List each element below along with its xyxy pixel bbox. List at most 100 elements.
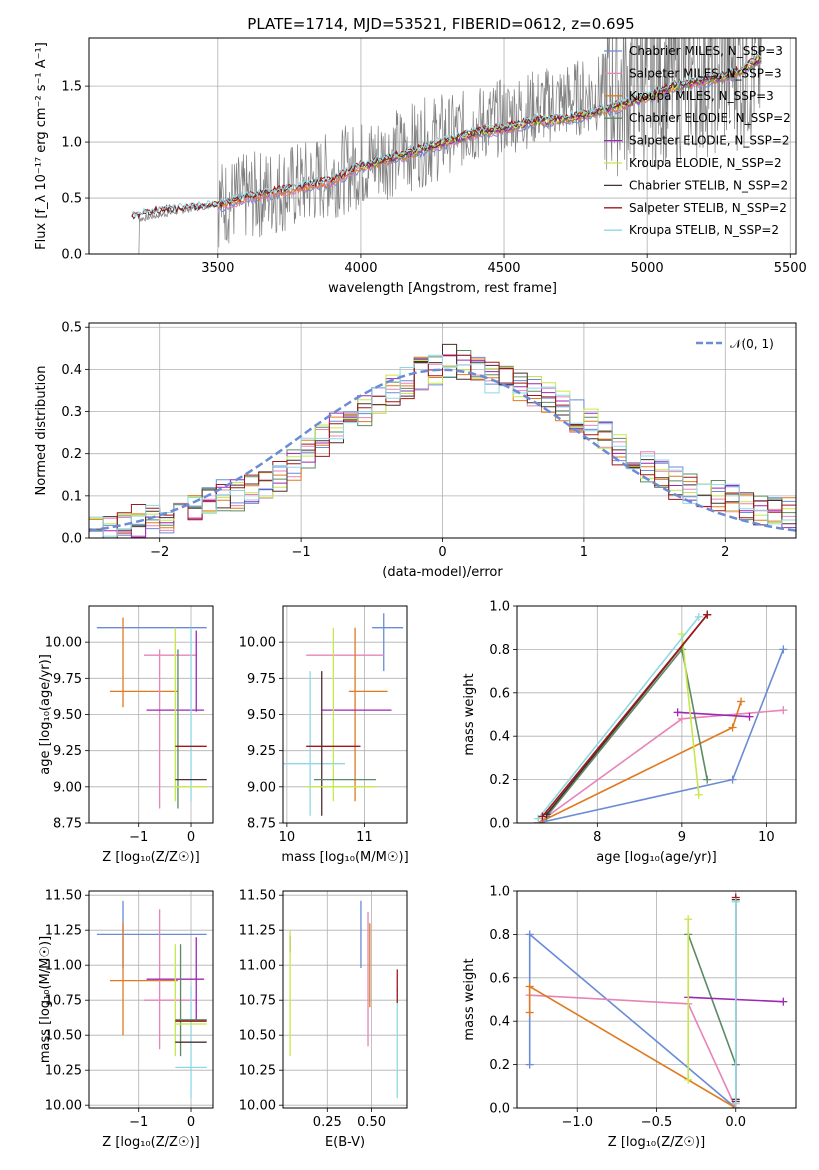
residuals-ytick-label: 0.1: [61, 489, 82, 504]
residuals-xtick-label: −1: [292, 545, 311, 560]
mass_vs_Z-ytick-label: 10.50: [45, 1029, 82, 1044]
mw_vs_age-xtick-label: 10: [758, 830, 775, 845]
mw_vs_age-ytick-label: 0.6: [489, 686, 510, 701]
spectrum-xlabel: wavelength [Angstrom, rest frame]: [328, 281, 557, 296]
mw_vs_age-xtick-label: 8: [593, 830, 601, 845]
normal-legend-label: 𝒩(0, 1): [730, 337, 774, 351]
mw_vs_Z-ylabel: mass weight: [462, 958, 477, 1040]
age_vs_mass-ytick-label: 9.50: [247, 708, 276, 723]
mw_vs_age-ytick-label: 0.4: [489, 730, 510, 745]
spectrum-xtick-label: 4500: [487, 261, 520, 276]
spectrum-model-line: [131, 53, 761, 220]
mw_vs_Z-xtick-label: −1.0: [561, 1115, 593, 1130]
legend-entry: Chabrier ELODIE, N_SSP=2: [629, 111, 791, 125]
residuals-frame: [88, 322, 797, 539]
mass_vs_Z-panel: −1 0 10.00 10.25 10.50 10.75 11.00 11.25 11.50 Z …: [38, 889, 214, 1150]
residuals-panel: −2 −1 0 1 2 0.0 0.1 0.2 0.3 0.4 0.5 (data-model)/er…: [34, 321, 797, 580]
legend-entry: Salpeter STELIB, N_SSP=2: [629, 201, 787, 215]
mw_vs_Z-xtick-label: −0.5: [641, 1115, 673, 1130]
mw_vs_Z-ytick-label: 0.0: [489, 1102, 510, 1117]
legend-entry: Kroupa ELODIE, N_SSP=2: [629, 156, 782, 170]
residuals-ytick-label: 0.5: [61, 321, 82, 336]
mw_vs_age-ytick-label: 0.2: [489, 773, 510, 788]
mass_vs_Z-ytick-label: 11.50: [45, 889, 82, 904]
mw_vs_age-ytick-label: 0.8: [489, 643, 510, 658]
mw_vs_Z-plot-area: [525, 893, 788, 1108]
mass_vs_ebv-panel: 0.25 0.50 10.00 10.25 10.50 10.75 11.00 11.25 11…: [239, 889, 408, 1150]
legend-entry: Kroupa MILES, N_SSP=3: [629, 89, 774, 103]
age_vs_mass-plot-area: [283, 613, 404, 816]
spectrum-model-line: [131, 53, 761, 218]
residuals-xtick-label: 1: [580, 545, 588, 560]
mass-weight-line: [528, 985, 737, 1108]
spectrum-xtick-label: 4000: [344, 261, 377, 276]
spectrum-xtick-label: 3500: [201, 261, 234, 276]
mass_vs_ebv-ytick-label: 10.25: [239, 1064, 276, 1079]
mass_vs_ebv-xlabel: E(B-V): [325, 1135, 365, 1150]
mass-weight-line: [537, 709, 784, 823]
mass-weight-line: [687, 934, 737, 1065]
mw_vs_Z-ytick-label: 0.2: [489, 1058, 510, 1073]
spectrum-frame: [88, 37, 797, 255]
residuals-ytick-label: 0.3: [61, 405, 82, 420]
mw_vs_Z-ytick-label: 0.8: [489, 928, 510, 943]
age_vs_mass-ytick-label: 10.00: [239, 636, 276, 651]
residuals-xtick-label: −2: [150, 545, 169, 560]
mass_vs_Z-ylabel: mass [log₁₀(M/M☉)]: [38, 936, 53, 1063]
mass_vs_Z-xtick-label: −1: [129, 1115, 148, 1130]
spectrum-ytick-label: 1.5: [61, 80, 82, 95]
spectrum-ylabel: Flux [f_λ 10⁻¹⁷ erg cm⁻² s⁻¹ A⁻¹]: [34, 42, 49, 250]
residuals-xlabel: (data-model)/error: [382, 565, 503, 580]
age_vs_mass-ytick-label: 8.75: [247, 817, 276, 832]
normal-curve: [89, 368, 796, 532]
mass_vs_ebv-ytick-label: 11.00: [239, 959, 276, 974]
mw_vs_Z-panel: −1.0 −0.5 0.0 0.0 0.2 0.4 0.6 0.8 1.0 Z [log₁₀(Z/…: [462, 885, 797, 1150]
residuals-plot-area: [89, 343, 796, 538]
mass_vs_Z-plot-area: [96, 900, 207, 1099]
mw_vs_Z-xtick-label: 0.0: [725, 1115, 746, 1130]
mw_vs_age-panel: 8 9 10 0.0 0.2 0.4 0.6 0.8 1.0 age [log₁₀(age/yr)…: [462, 600, 797, 865]
spectrum-xtick-label: 5500: [774, 261, 807, 276]
residuals-ylabel: Normed distribution: [34, 366, 49, 496]
age_vs_Z-ytick-label: 10.00: [45, 636, 82, 651]
mass-weight-line: [537, 701, 742, 823]
mass_vs_ebv-ytick-label: 11.50: [239, 889, 276, 904]
legend-entry: Salpeter ELODIE, N_SSP=2: [629, 134, 790, 148]
age_vs_mass-ytick-label: 9.00: [247, 780, 276, 795]
spectrum-legend: Chabrier MILES, N_SSP=3 Salpeter MILES, N…: [604, 44, 791, 237]
mass_vs_ebv-ytick-label: 10.00: [239, 1099, 276, 1114]
age_vs_Z-xlabel: Z [log₁₀(Z/Z☉)]: [102, 850, 199, 865]
mass_vs_ebv-plot-area: [289, 900, 398, 1099]
mw_vs_Z-ytick-label: 0.6: [489, 971, 510, 986]
spectrum-model-line: [217, 57, 761, 208]
mass_vs_ebv-xtick-label: 0.50: [357, 1115, 386, 1130]
mw_vs_Z-ytick-label: 0.4: [489, 1015, 510, 1030]
mw_vs_Z-frame: [516, 890, 797, 1109]
mw_vs_age-ytick-label: 0.0: [489, 817, 510, 832]
age_vs_mass-xtick-label: 11: [356, 830, 373, 845]
age_vs_Z-panel: −1 0 8.75 9.00 9.25 9.50 9.75 10.00 Z [log₁₀(Z/Z…: [38, 605, 214, 865]
mw_vs_age-ytick-label: 1.0: [489, 600, 510, 615]
residuals-xtick-label: 2: [721, 545, 729, 560]
mw_vs_age-frame: [516, 605, 797, 824]
spectrum-plot-area: [131, 38, 762, 254]
mass_vs_Z-ytick-label: 10.75: [45, 994, 82, 1009]
spectrum-model-line: [131, 53, 761, 219]
mass_vs_Z-ytick-label: 10.25: [45, 1064, 82, 1079]
residuals-ytick-label: 0.4: [61, 363, 82, 378]
age_vs_mass-panel: 10 11 8.75 9.00 9.25 9.50 9.75 10.00 mass [log₁₀…: [239, 605, 409, 865]
age_vs_mass-ytick-label: 9.75: [247, 672, 276, 687]
mass-weight-line: [541, 614, 708, 818]
mw_vs_Z-ytick-label: 1.0: [489, 885, 510, 900]
age_vs_Z-frame: [88, 605, 214, 824]
age_vs_mass-xtick-label: 10: [279, 830, 296, 845]
plots-group: 3500 4000 4500 5000 5500 0.0 0.5 1.0 1.5 waveleng…: [34, 37, 807, 1150]
mass_vs_Z-ytick-label: 10.00: [45, 1099, 82, 1114]
mw_vs_age-ylabel: mass weight: [462, 673, 477, 755]
age_vs_Z-xtick-label: −1: [129, 830, 148, 845]
mass-weight-line: [537, 616, 700, 820]
age_vs_Z-ytick-label: 9.00: [53, 780, 82, 795]
mass-weight-line: [681, 634, 700, 795]
mw_vs_Z-xlabel: Z [log₁₀(Z/Z☉)]: [608, 1135, 705, 1150]
